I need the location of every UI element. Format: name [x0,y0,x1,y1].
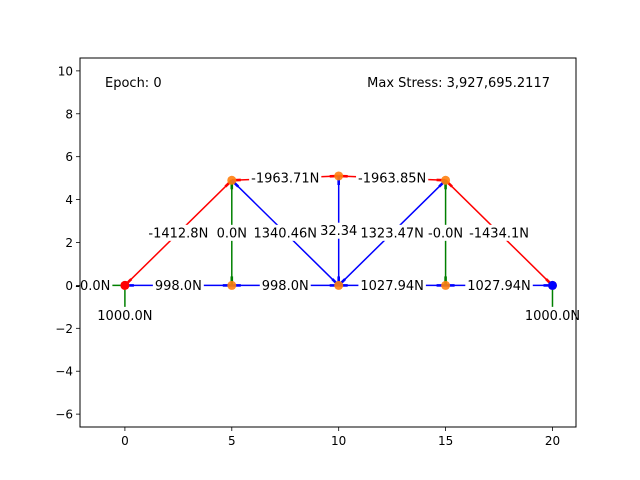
node-B [227,280,237,290]
y-tick-label: −2 [55,322,73,336]
y-tick-label: 0 [65,279,73,293]
member-force-label: 32.34 [320,224,357,239]
member-force-label-group: -1412.8N [146,224,211,241]
x-tick-label: 15 [438,434,453,448]
y-tick-label: 8 [65,107,73,121]
y-tick-label: −6 [55,408,73,422]
epoch-annotation: Epoch: 0 [105,76,162,91]
pin-support-A [120,280,130,290]
member-force-label: -1963.71N [251,172,319,187]
member-force-label-background [426,224,466,241]
member-force-label-group: 998.0N [259,277,311,294]
member-force-label: 0.0N [217,226,247,241]
member-force-label-group: 1027.94N [465,277,533,294]
y-tick-label: 10 [58,64,73,78]
member-force-label: 1340.46N [253,226,316,241]
member-force-label-group: 1340.46N [251,224,319,241]
external-load-label-background [73,277,113,294]
member-force-label-background [214,224,249,241]
member-force-label: 998.0N [262,279,309,294]
node-H [441,175,451,185]
member-force-label-group: 1027.94N [358,277,426,294]
y-tick-label: 2 [65,236,73,250]
x-tick-label: 20 [545,434,560,448]
member-force-label-group: 32.34 [318,222,360,239]
external-load-label-group: -0.0N [73,277,113,294]
member-force-label-background [251,224,319,241]
node-D [441,280,451,290]
member-force-label: 1323.47N [360,226,423,241]
member-force-label-background [358,277,426,294]
y-tick-label: −4 [55,365,73,379]
external-load-label: -0.0N [75,279,110,294]
member-force-label: -0.0N [428,226,463,241]
x-tick-label: 10 [331,434,346,448]
external-load-label-background [522,307,583,324]
x-tick-label: 5 [228,434,236,448]
external-load-label: 1000.0N [97,309,152,324]
member-force-label: 1027.94N [467,279,530,294]
member-force-label-group: 0.0N [214,224,249,241]
member-force-label-group: -1963.85N [356,170,429,187]
external-load-label-group: 1000.0N [522,307,583,324]
x-tick-label: 0 [121,434,129,448]
member-force-label-background [358,224,426,241]
member-force-label-background [356,170,429,187]
plot-area [80,58,576,427]
max-stress-annotation: Max Stress: 3,927,695.2117 [367,76,550,91]
member-force-label-group: -0.0N [426,224,466,241]
member-force-label-background [152,277,204,294]
member-force-label: 1027.94N [360,279,423,294]
node-G [334,171,344,181]
external-load-label-background [95,307,155,324]
node-F [227,175,237,185]
member-force-label-group: 1323.47N [358,224,426,241]
member-force-label-background [259,277,311,294]
y-tick-label: 4 [65,193,73,207]
member-force-label-background [318,222,360,239]
external-load-label: 1000.0N [525,309,580,324]
member-force-label: -1412.8N [148,226,208,241]
member-force-label-background [146,224,211,241]
member-force-label-background [249,170,322,187]
member-force-label-background [465,277,533,294]
y-tick-label: 6 [65,150,73,164]
external-load-label-group: 1000.0N [95,307,155,324]
roller-support-E [547,280,557,290]
member-force-label-group: -1963.71N [249,170,322,187]
member-force-label: 998.0N [155,279,202,294]
member-force-label-background [467,224,531,241]
member-force-label: -1963.85N [358,172,426,187]
member-force-label-group: -1434.1N [467,224,531,241]
member-force-label-group: 998.0N [152,277,204,294]
node-C [334,280,344,290]
member-force-label: -1434.1N [469,226,529,241]
